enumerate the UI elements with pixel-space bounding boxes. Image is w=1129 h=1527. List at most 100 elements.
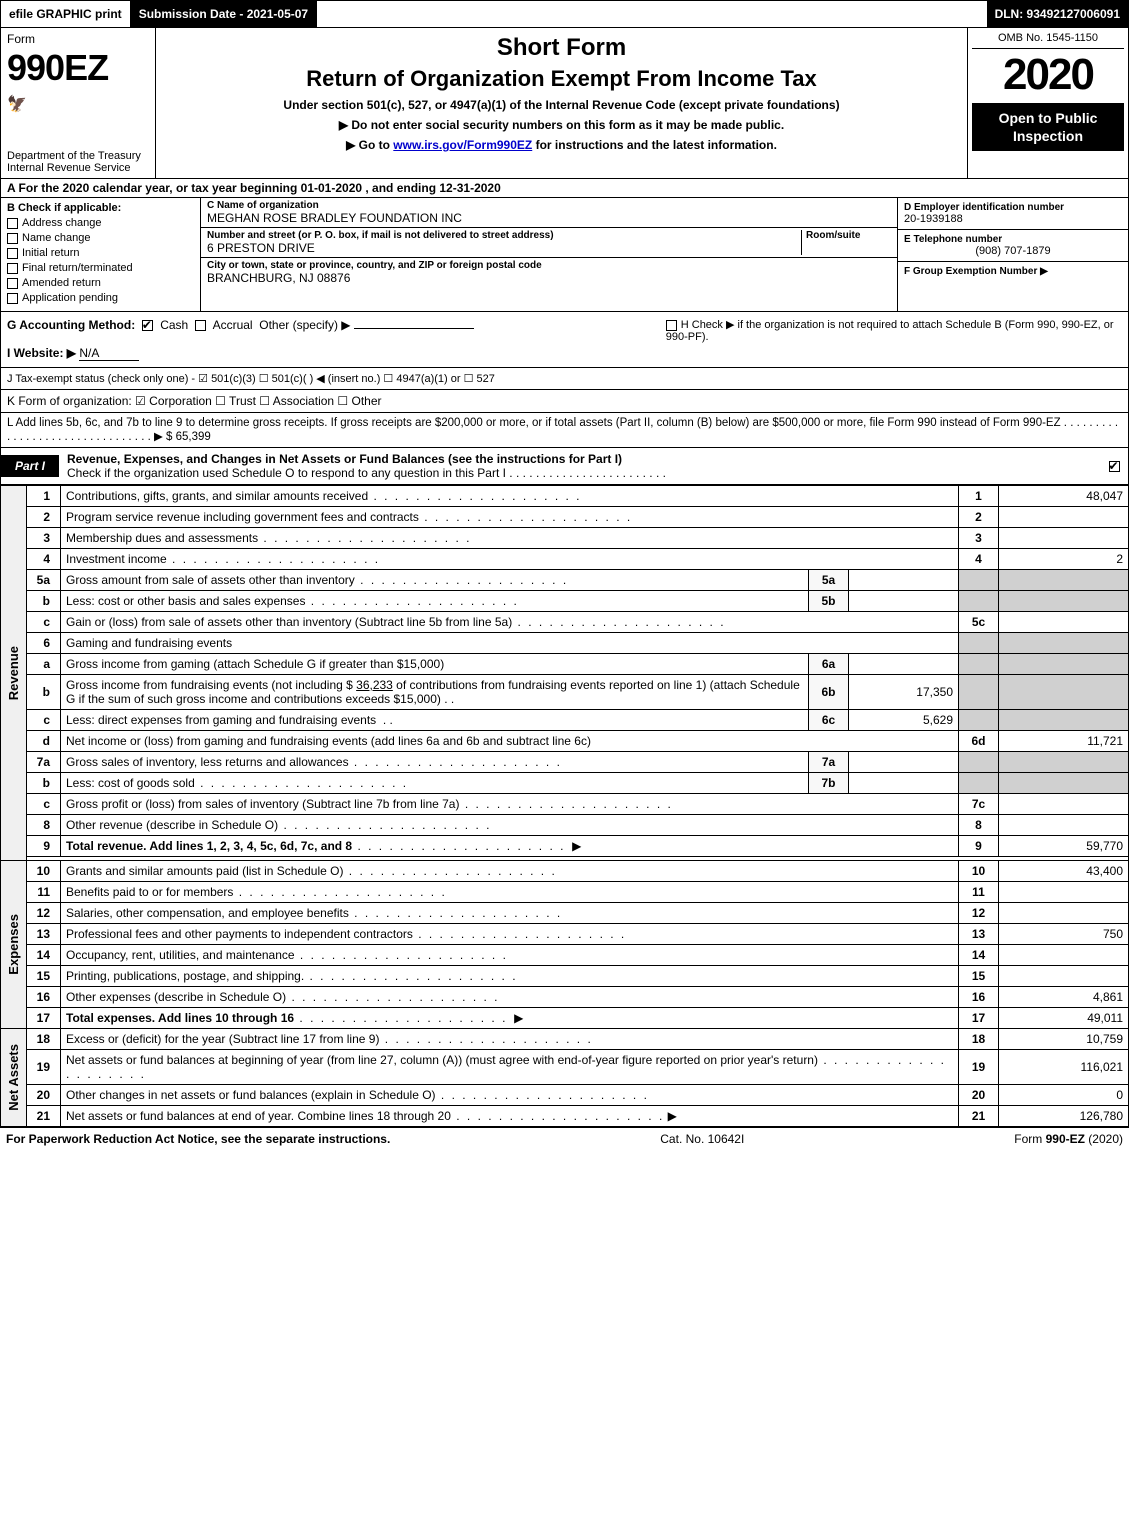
under-section: Under section 501(c), 527, or 4947(a)(1)… xyxy=(166,98,957,112)
l9-num: 9 xyxy=(27,836,61,857)
goto-post: for instructions and the latest informat… xyxy=(532,138,777,152)
l6b-shade2 xyxy=(999,675,1129,710)
l7b-subamt xyxy=(849,773,959,794)
l8-num: 8 xyxy=(27,815,61,836)
row-g-left: G Accounting Method: Cash Accrual Other … xyxy=(7,318,646,361)
l6a-subnum: 6a xyxy=(809,654,849,675)
l7c-amt xyxy=(999,794,1129,815)
dln-label: DLN: 93492127006091 xyxy=(987,1,1128,27)
line-14: 14 Occupancy, rent, utilities, and maint… xyxy=(1,945,1129,966)
l7a-shade1 xyxy=(959,752,999,773)
row-h: H Check ▶ if the organization is not req… xyxy=(646,318,1122,343)
l6-desc: Gaming and fundraising events xyxy=(61,633,959,654)
l11-lnum: 11 xyxy=(959,882,999,903)
line-15: 15 Printing, publications, postage, and … xyxy=(1,966,1129,987)
l20-desc: Other changes in net assets or fund bala… xyxy=(66,1088,436,1102)
group-exemption-label: F Group Exemption Number ▶ xyxy=(904,266,1122,277)
l8-desc: Other revenue (describe in Schedule O) xyxy=(66,818,278,832)
l7c-num: c xyxy=(27,794,61,815)
row-l-text: L Add lines 5b, 6c, and 7b to line 9 to … xyxy=(7,417,1118,443)
goto-line: ▶ Go to www.irs.gov/Form990EZ for instru… xyxy=(166,138,957,152)
l5c-num: c xyxy=(27,612,61,633)
l3-desc: Membership dues and assessments xyxy=(66,531,258,545)
l6a-subamt xyxy=(849,654,959,675)
chk-address-change[interactable]: Address change xyxy=(7,217,194,229)
org-street-block: Number and street (or P. O. box, if mail… xyxy=(201,228,897,258)
l18-num: 18 xyxy=(27,1029,61,1050)
line-6a: a Gross income from gaming (attach Sched… xyxy=(1,654,1129,675)
other-specify-input[interactable] xyxy=(354,328,474,329)
website-label: I Website: ▶ xyxy=(7,346,76,360)
l5b-shade2 xyxy=(999,591,1129,612)
l5b-desc: Less: cost or other basis and sales expe… xyxy=(66,594,305,608)
l5c-lnum: 5c xyxy=(959,612,999,633)
l4-desc: Investment income xyxy=(66,552,167,566)
chk-amended-return[interactable]: Amended return xyxy=(7,277,194,289)
line-7c: c Gross profit or (loss) from sales of i… xyxy=(1,794,1129,815)
l5a-subamt xyxy=(849,570,959,591)
l11-amt xyxy=(999,882,1129,903)
l5b-num: b xyxy=(27,591,61,612)
l17-desc: Total expenses. Add lines 10 through 16 xyxy=(66,1011,294,1025)
line-6c: c Less: direct expenses from gaming and … xyxy=(1,710,1129,731)
goto-link[interactable]: www.irs.gov/Form990EZ xyxy=(393,138,532,152)
l6d-amt: 11,721 xyxy=(999,731,1129,752)
header-right: OMB No. 1545-1150 2020 Open to Public In… xyxy=(968,28,1128,178)
chk-final-return[interactable]: Final return/terminated xyxy=(7,262,194,274)
chk-schedule-b[interactable] xyxy=(666,320,677,331)
l7b-desc: Less: cost of goods sold xyxy=(66,776,195,790)
l2-lnum: 2 xyxy=(959,507,999,528)
chk-initial-return[interactable]: Initial return xyxy=(7,247,194,259)
l6b-ul: 36,233 xyxy=(356,678,393,692)
line-7a: 7a Gross sales of inventory, less return… xyxy=(1,752,1129,773)
l7c-lnum: 7c xyxy=(959,794,999,815)
l10-num: 10 xyxy=(27,861,61,882)
l6b-num: b xyxy=(27,675,61,710)
chk-name-change[interactable]: Name change xyxy=(7,232,194,244)
footer-right-post: (2020) xyxy=(1085,1132,1123,1146)
part1-checkbox[interactable] xyxy=(1104,459,1128,473)
chk-accrual[interactable] xyxy=(195,320,206,331)
l17-arrow: ▶ xyxy=(514,1011,523,1025)
l6b-pre: Gross income from fundraising events (no… xyxy=(66,678,356,692)
chk-amended-return-label: Amended return xyxy=(22,277,101,289)
l16-num: 16 xyxy=(27,987,61,1008)
l13-lnum: 13 xyxy=(959,924,999,945)
return-title: Return of Organization Exempt From Incom… xyxy=(166,66,957,92)
form-code: 990EZ xyxy=(7,50,149,86)
chk-name-change-label: Name change xyxy=(22,232,91,244)
l15-lnum: 15 xyxy=(959,966,999,987)
l18-desc: Excess or (deficit) for the year (Subtra… xyxy=(66,1032,379,1046)
l6b-shade1 xyxy=(959,675,999,710)
l10-amt: 43,400 xyxy=(999,861,1129,882)
line-20: 20 Other changes in net assets or fund b… xyxy=(1,1085,1129,1106)
l7a-subnum: 7a xyxy=(809,752,849,773)
page-footer: For Paperwork Reduction Act Notice, see … xyxy=(0,1127,1129,1150)
part1-header: Part I Revenue, Expenses, and Changes in… xyxy=(0,448,1129,485)
l17-num: 17 xyxy=(27,1008,61,1029)
line-13: 13 Professional fees and other payments … xyxy=(1,924,1129,945)
l6a-desc: Gross income from gaming (attach Schedul… xyxy=(66,657,444,671)
l7c-desc: Gross profit or (loss) from sales of inv… xyxy=(66,797,459,811)
l6-shade1 xyxy=(959,633,999,654)
l2-num: 2 xyxy=(27,507,61,528)
form-header: Form 990EZ 🦅 Department of the Treasury … xyxy=(0,28,1129,179)
l6b-subamt: 17,350 xyxy=(849,675,959,710)
chk-application-pending[interactable]: Application pending xyxy=(7,292,194,304)
expenses-side-label: Expenses xyxy=(6,914,21,975)
l15-num: 15 xyxy=(27,966,61,987)
line-5a: 5a Gross amount from sale of assets othe… xyxy=(1,570,1129,591)
l6b-subnum: 6b xyxy=(809,675,849,710)
dept-text: Department of the Treasury xyxy=(7,150,141,162)
col-c: C Name of organization MEGHAN ROSE BRADL… xyxy=(201,198,898,311)
netassets-side-label: Net Assets xyxy=(6,1044,21,1111)
line-10: Expenses 10 Grants and similar amounts p… xyxy=(1,861,1129,882)
chk-cash[interactable] xyxy=(142,320,153,331)
l6-shade2 xyxy=(999,633,1129,654)
l16-amt: 4,861 xyxy=(999,987,1129,1008)
l4-num: 4 xyxy=(27,549,61,570)
ein-value: 20-1939188 xyxy=(904,213,1122,225)
l6c-shade2 xyxy=(999,710,1129,731)
l14-num: 14 xyxy=(27,945,61,966)
line-6d: d Net income or (loss) from gaming and f… xyxy=(1,731,1129,752)
